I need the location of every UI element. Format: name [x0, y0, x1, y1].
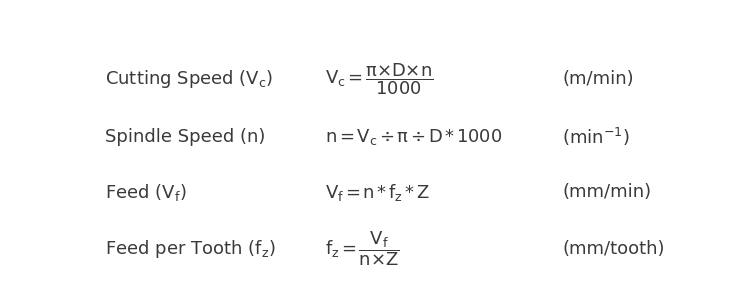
Text: Spindle Speed (n): Spindle Speed (n): [105, 128, 265, 146]
Text: (min$\mathregular{^{-1}}$): (min$\mathregular{^{-1}}$): [562, 126, 630, 148]
Text: Cutting Speed ($\mathregular{V_c}$): Cutting Speed ($\mathregular{V_c}$): [105, 68, 273, 90]
Text: Feed per Tooth ($\mathregular{f_z}$): Feed per Tooth ($\mathregular{f_z}$): [105, 238, 276, 260]
Text: $\mathregular{n = V_c \div \pi \div D * 1000}$: $\mathregular{n = V_c \div \pi \div D * …: [325, 127, 503, 147]
Text: (mm/tooth): (mm/tooth): [562, 240, 665, 258]
Text: (m/min): (m/min): [562, 70, 634, 88]
Text: $\mathregular{V_c = \dfrac{\pi{\times}D{\times}n}{1000}}$: $\mathregular{V_c = \dfrac{\pi{\times}D{…: [325, 61, 433, 97]
Text: $\mathregular{f_z = \dfrac{V_f}{n{\times}Z}}$: $\mathregular{f_z = \dfrac{V_f}{n{\times…: [325, 230, 400, 268]
Text: Feed ($\mathregular{V_f}$): Feed ($\mathregular{V_f}$): [105, 182, 187, 203]
Text: (mm/min): (mm/min): [562, 183, 651, 201]
Text: $\mathregular{V_f = n * f_z * Z}$: $\mathregular{V_f = n * f_z * Z}$: [325, 182, 430, 203]
